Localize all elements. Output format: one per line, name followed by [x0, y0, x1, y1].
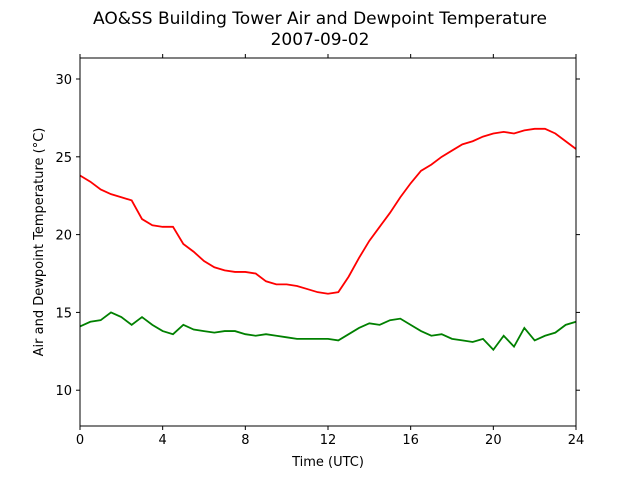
plot-frame [79, 57, 577, 427]
x-tick-label: 16 [402, 433, 419, 448]
y-tick-label: 10 [55, 384, 72, 399]
data-line [79, 311, 577, 352]
data-line [79, 127, 577, 295]
chart-subtitle: 2007-09-02 [271, 30, 370, 50]
x-tick-label: 0 [76, 433, 84, 448]
x-tick-label: 4 [159, 433, 167, 448]
x-tick-label: 8 [241, 433, 249, 448]
x-tick-label: 24 [568, 433, 585, 448]
x-tick-label: 12 [320, 433, 337, 448]
y-axis-label: Air and Dewpoint Temperature (°C) [32, 128, 47, 357]
y-tick-label: 25 [55, 151, 72, 166]
y-tick-label: 30 [55, 73, 72, 88]
x-tick-label: 20 [485, 433, 502, 448]
chart-title: AO&SS Building Tower Air and Dewpoint Te… [93, 9, 547, 29]
y-tick-label: 15 [55, 306, 72, 321]
y-tick-label: 20 [55, 229, 72, 244]
x-axis-label: Time (UTC) [291, 455, 364, 470]
